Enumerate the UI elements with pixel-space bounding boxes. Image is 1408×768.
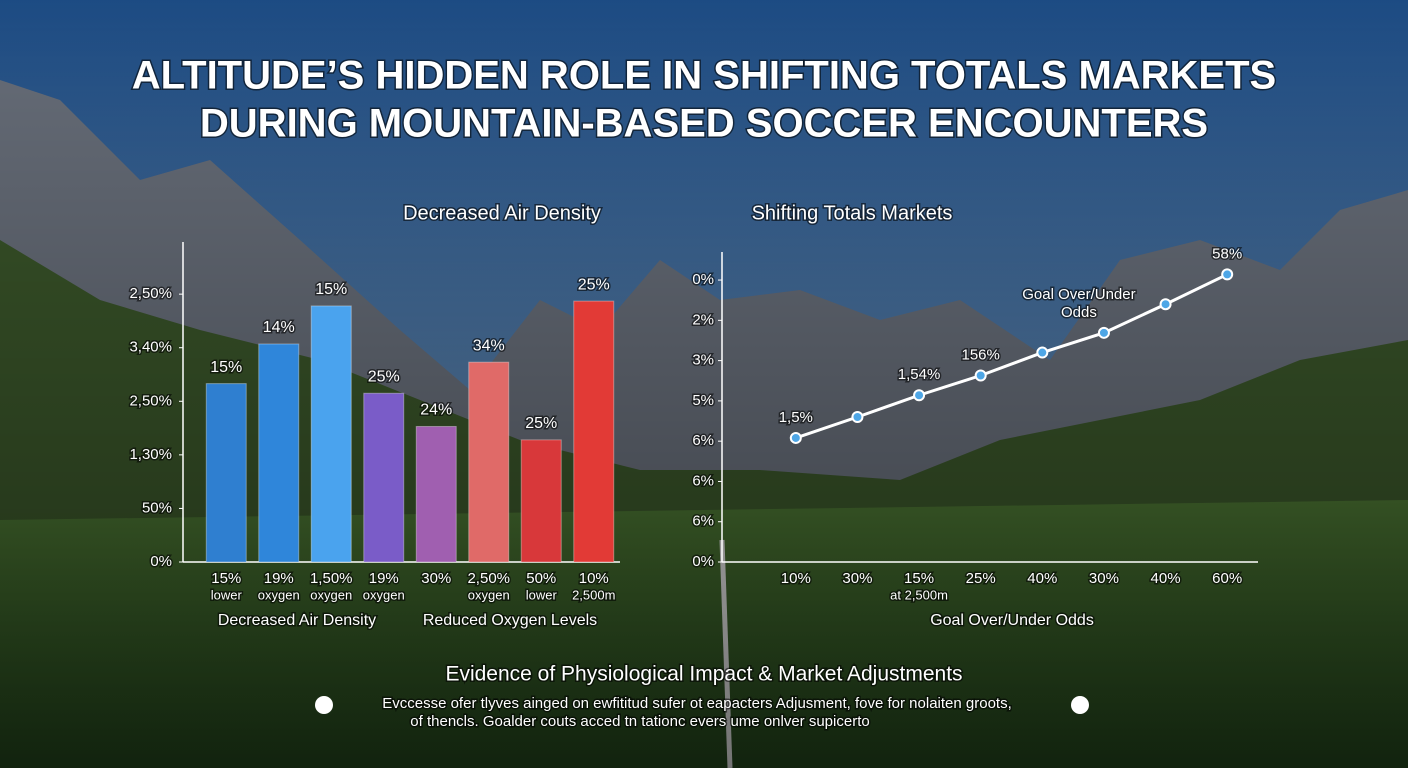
x-tick-label: lower: [526, 587, 558, 602]
point-label: 1,54%: [898, 366, 941, 383]
x-tick-label: 25%: [966, 570, 996, 587]
bar: [468, 361, 510, 563]
y-tick-label: 5%: [692, 392, 714, 409]
x-tick-label: oxygen: [258, 587, 300, 602]
point: [1221, 268, 1234, 281]
y-tick-label: 6%: [692, 472, 714, 489]
point: [1036, 346, 1049, 359]
y-tick-label: 2,50%: [129, 392, 172, 409]
y-tick-label: 50%: [142, 499, 172, 516]
bar: [258, 343, 300, 563]
y-tick-label: 6%: [692, 432, 714, 449]
group-label: Reduced Oxygen Levels: [423, 612, 597, 629]
x-tick-label: 40%: [1027, 570, 1057, 587]
bar: [415, 425, 457, 563]
group-label: Decreased Air Density: [218, 612, 376, 629]
point: [974, 369, 987, 382]
y-tick-label: 0%: [692, 271, 714, 288]
x-tick-label: 10%: [781, 570, 811, 587]
point: [851, 411, 864, 423]
x-tick-label: oxygen: [468, 587, 510, 602]
x-tick-label: 2,50%: [467, 570, 510, 587]
y-tick-label: 0%: [150, 553, 172, 570]
title-line: DURING MOUNTAIN-BASED SOCCER ENCOUNTERS: [200, 102, 1208, 146]
x-tick-label: 30%: [1089, 570, 1119, 587]
chart-title: Shifting Totals Markets: [752, 202, 953, 224]
y-tick-label: 0%: [692, 553, 714, 570]
x-tick-label: 15%: [904, 570, 934, 587]
bar-annotation: 15%: [315, 281, 347, 298]
bar: [573, 300, 615, 563]
series-label: Goal Over/Under: [1022, 286, 1135, 303]
point-label: 1,5%: [779, 409, 813, 426]
y-tick-label: 2%: [692, 311, 714, 328]
y-tick-label: 2,50%: [129, 285, 172, 302]
bar-annotation: 14%: [263, 319, 295, 336]
point-label: 156%: [962, 346, 1000, 363]
point-label: 58%: [1212, 245, 1242, 262]
bar-annotation: 25%: [368, 368, 400, 385]
x-tick-label: oxygen: [310, 587, 352, 602]
x-tick-label: 1,50%: [310, 570, 353, 587]
x-tick-label: 15%: [211, 570, 241, 587]
bar-annotation: 24%: [420, 402, 452, 419]
point: [1159, 298, 1172, 311]
x-tick-label: 19%: [264, 570, 294, 587]
ball-icon: [1071, 696, 1089, 714]
bar: [310, 305, 352, 563]
x-tick-label: 30%: [421, 570, 451, 587]
y-tick-label: 6%: [692, 513, 714, 530]
x-tick-label: 2,500m: [572, 587, 615, 602]
ball-icon: [315, 696, 333, 714]
point: [789, 431, 802, 444]
point: [1097, 326, 1110, 339]
chart-title: Decreased Air Density: [403, 202, 601, 224]
x-tick-label: at 2,500m: [890, 587, 948, 602]
x-axis-label: Goal Over/Under Odds: [930, 612, 1094, 629]
title-line: ALTITUDE’S HIDDEN ROLE IN SHIFTING TOTAL…: [132, 54, 1276, 98]
line: [795, 273, 1228, 440]
footer-heading: Evidence of Physiological Impact & Marke…: [445, 663, 962, 686]
x-tick-label: 60%: [1212, 570, 1242, 587]
bar-annotation: 34%: [473, 337, 505, 354]
bar-annotation: 25%: [578, 276, 610, 293]
bar-annotation: 25%: [525, 415, 557, 432]
x-tick-label: 50%: [526, 570, 556, 587]
point: [913, 389, 926, 402]
x-tick-label: oxygen: [363, 587, 405, 602]
y-tick-label: 3,40%: [129, 339, 172, 356]
x-tick-label: lower: [211, 587, 243, 602]
y-tick-label: 3%: [692, 352, 714, 369]
bar: [520, 439, 562, 563]
bar: [205, 383, 247, 563]
bar: [363, 392, 405, 563]
series-label: Odds: [1061, 304, 1097, 321]
bar-annotation: 15%: [210, 359, 242, 376]
y-tick-label: 1,30%: [129, 446, 172, 463]
x-tick-label: 19%: [369, 570, 399, 587]
x-tick-label: 10%: [579, 570, 609, 587]
footer-line: Evccesse ofer tlyves ainged on ewfititud…: [382, 695, 1012, 712]
footer-line: of thencls. Goalder couts acced tn tatio…: [410, 713, 869, 730]
x-tick-label: 40%: [1151, 570, 1181, 587]
x-tick-label: 30%: [842, 570, 872, 587]
